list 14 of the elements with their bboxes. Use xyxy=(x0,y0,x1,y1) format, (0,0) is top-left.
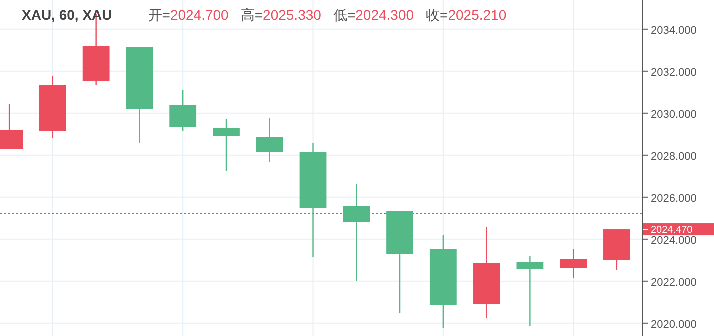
y-tick-label: 2020.000 xyxy=(651,318,697,331)
y-tick-label: 2022.000 xyxy=(651,276,697,289)
text: XAU, 60, XAU xyxy=(22,7,112,23)
y-tick-label: 2026.000 xyxy=(651,192,697,205)
y-tick-label: 2034.000 xyxy=(651,24,697,37)
text: 2024.470 xyxy=(651,225,693,236)
text: 低=2024.300 xyxy=(333,7,414,23)
text: 开=2024.700 xyxy=(148,7,229,23)
y-tick-label: 2024.000 xyxy=(651,234,697,247)
y-tick-label: 2028.000 xyxy=(651,150,697,163)
text: 高=2025.330 xyxy=(240,7,322,23)
text: 收=2025.210 xyxy=(426,7,507,23)
y-tick-label: 2030.000 xyxy=(651,108,697,121)
y-tick-label: 2032.000 xyxy=(651,66,697,79)
